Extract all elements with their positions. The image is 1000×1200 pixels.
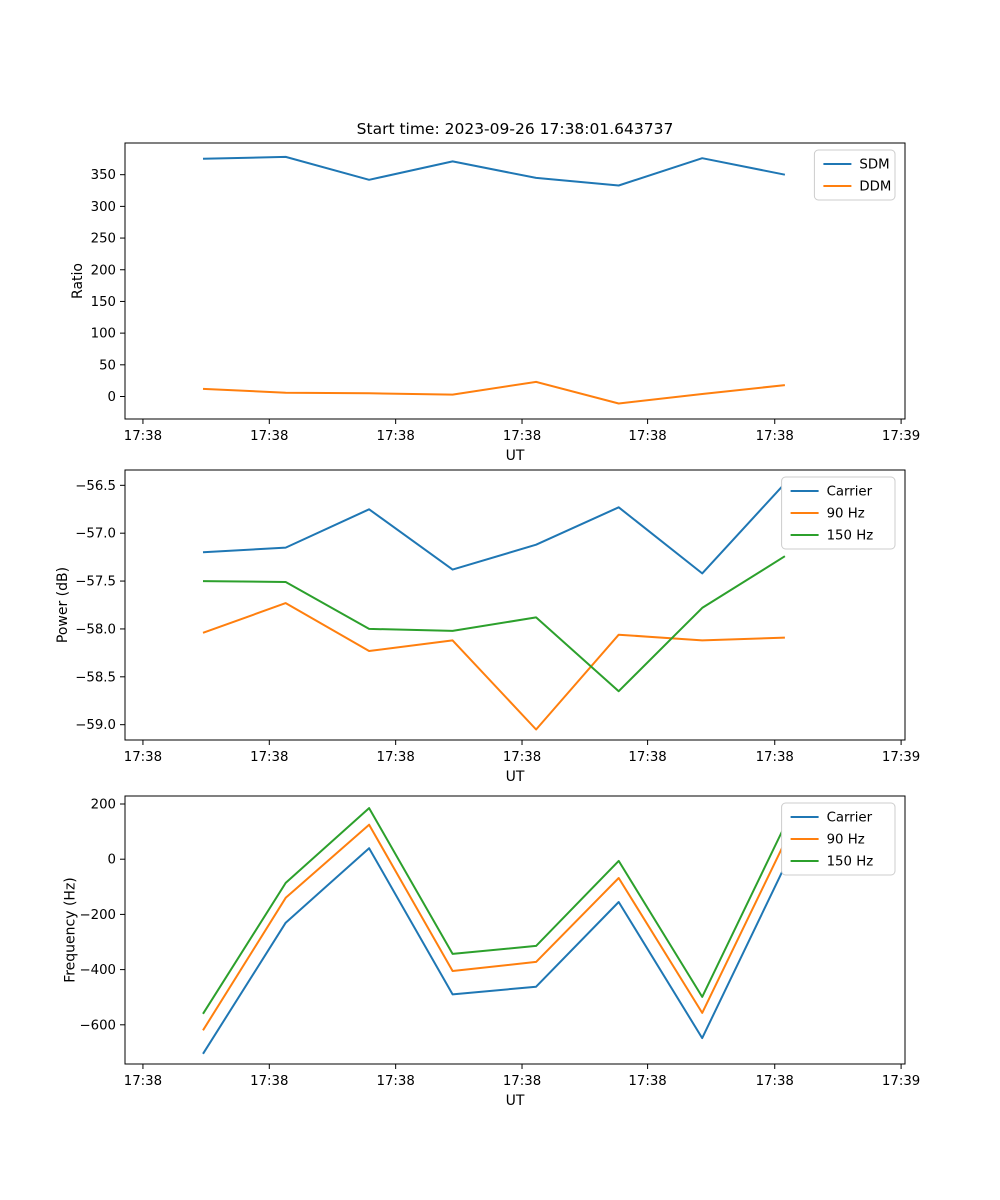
x-tick-label: 17:38 bbox=[376, 750, 414, 765]
x-tick-label: 17:38 bbox=[756, 429, 794, 444]
figure-title: Start time: 2023-09-26 17:38:01.643737 bbox=[356, 120, 674, 138]
y-tick-label: −200 bbox=[79, 908, 116, 923]
legend-label-carrier: Carrier bbox=[827, 811, 873, 826]
x-tick-label: 17:38 bbox=[628, 429, 666, 444]
chart-2: −56.5 −57.0 −57.5 −58.0 −58.5 −59.0 17:38 17:38… bbox=[55, 469, 920, 785]
legend-box bbox=[781, 476, 896, 550]
x-tick-label: 17:38 bbox=[503, 1074, 541, 1089]
legend-label-carrier: Carrier bbox=[827, 485, 873, 500]
y-tick-label: −58.5 bbox=[75, 670, 116, 685]
x-tick-label: 17:39 bbox=[882, 750, 920, 765]
legend-box bbox=[781, 802, 896, 876]
series-line-ddm bbox=[202, 380, 786, 405]
x-axis-label: UT bbox=[506, 1093, 525, 1109]
series-line-carrier bbox=[202, 482, 786, 575]
legend-label-90-hz: 90 Hz bbox=[827, 833, 865, 848]
y-tick-label: 350 bbox=[91, 168, 116, 183]
x-tick-label: 17:38 bbox=[628, 1074, 666, 1089]
y-axis-label: Power (dB) bbox=[55, 567, 71, 643]
series-line-sdm bbox=[202, 155, 786, 187]
series-line-150-hz bbox=[202, 555, 786, 693]
chart-3: 200 0 −200 −400 −600 17:38 17:38 17:38 17:38 17:3… bbox=[63, 795, 920, 1109]
y-tick-label: −400 bbox=[79, 963, 116, 978]
x-tick-label: 17:38 bbox=[124, 1074, 162, 1089]
x-tick-label: 17:39 bbox=[882, 1074, 920, 1089]
legend-box bbox=[813, 149, 896, 201]
y-tick-label: 150 bbox=[91, 295, 116, 310]
series-line-150-hz bbox=[202, 807, 786, 1015]
y-axis-label: Frequency (Hz) bbox=[63, 877, 79, 983]
x-tick-label: 17:38 bbox=[124, 429, 162, 444]
legend-label-150-hz: 150 Hz bbox=[827, 529, 874, 544]
x-tick-label: 17:38 bbox=[376, 429, 414, 444]
y-tick-label: −57.0 bbox=[75, 527, 116, 542]
y-tick-label: 300 bbox=[91, 200, 116, 215]
axes-spines bbox=[124, 469, 906, 741]
x-tick-label: 17:38 bbox=[756, 750, 794, 765]
legend-label-ddm: DDM bbox=[859, 180, 891, 195]
legend: Carrier 90 Hz 150 Hz bbox=[781, 476, 896, 550]
x-axis-label: UT bbox=[506, 448, 525, 464]
x-tick-label: 17:38 bbox=[503, 750, 541, 765]
y-tick-label: 250 bbox=[91, 232, 116, 247]
y-tick-label: −56.5 bbox=[75, 479, 116, 494]
series-line-carrier bbox=[202, 847, 786, 1055]
y-tick-label: 50 bbox=[99, 358, 116, 373]
x-tick-label: 17:38 bbox=[628, 750, 666, 765]
y-tick-label: 100 bbox=[91, 327, 116, 342]
y-tick-label: −59.0 bbox=[75, 718, 116, 733]
y-tick-label: 200 bbox=[91, 798, 116, 813]
axes-spines bbox=[124, 795, 906, 1065]
x-tick-label: 17:38 bbox=[250, 429, 288, 444]
x-tick-label: 17:38 bbox=[756, 1074, 794, 1089]
x-tick-label: 17:38 bbox=[250, 750, 288, 765]
x-tick-label: 17:38 bbox=[250, 1074, 288, 1089]
legend: SDM DDM bbox=[813, 149, 896, 201]
y-axis-label: Ratio bbox=[70, 263, 86, 299]
legend: Carrier 90 Hz 150 Hz bbox=[781, 802, 896, 876]
series-line-90-hz bbox=[202, 823, 786, 1031]
y-tick-label: 0 bbox=[108, 390, 116, 405]
y-tick-label: 200 bbox=[91, 263, 116, 278]
x-tick-label: 17:38 bbox=[124, 750, 162, 765]
legend-label-90-hz: 90 Hz bbox=[827, 507, 865, 522]
y-tick-label: −57.5 bbox=[75, 575, 116, 590]
axes-spines bbox=[124, 142, 906, 420]
y-tick-label: 0 bbox=[108, 853, 116, 868]
x-tick-label: 17:38 bbox=[503, 429, 541, 444]
legend-label-150-hz: 150 Hz bbox=[827, 855, 874, 870]
y-tick-label: −600 bbox=[79, 1018, 116, 1033]
chart-1: 350 300 250 200 150 100 50 0 17:38 17:38 17:38 17:3… bbox=[70, 142, 920, 464]
x-tick-label: 17:38 bbox=[376, 1074, 414, 1089]
x-axis-label: UT bbox=[506, 769, 525, 785]
x-tick-label: 17:39 bbox=[882, 429, 920, 444]
series-line-90-hz bbox=[202, 602, 785, 731]
legend-label-sdm: SDM bbox=[859, 158, 889, 173]
y-tick-label: −58.0 bbox=[75, 622, 116, 637]
